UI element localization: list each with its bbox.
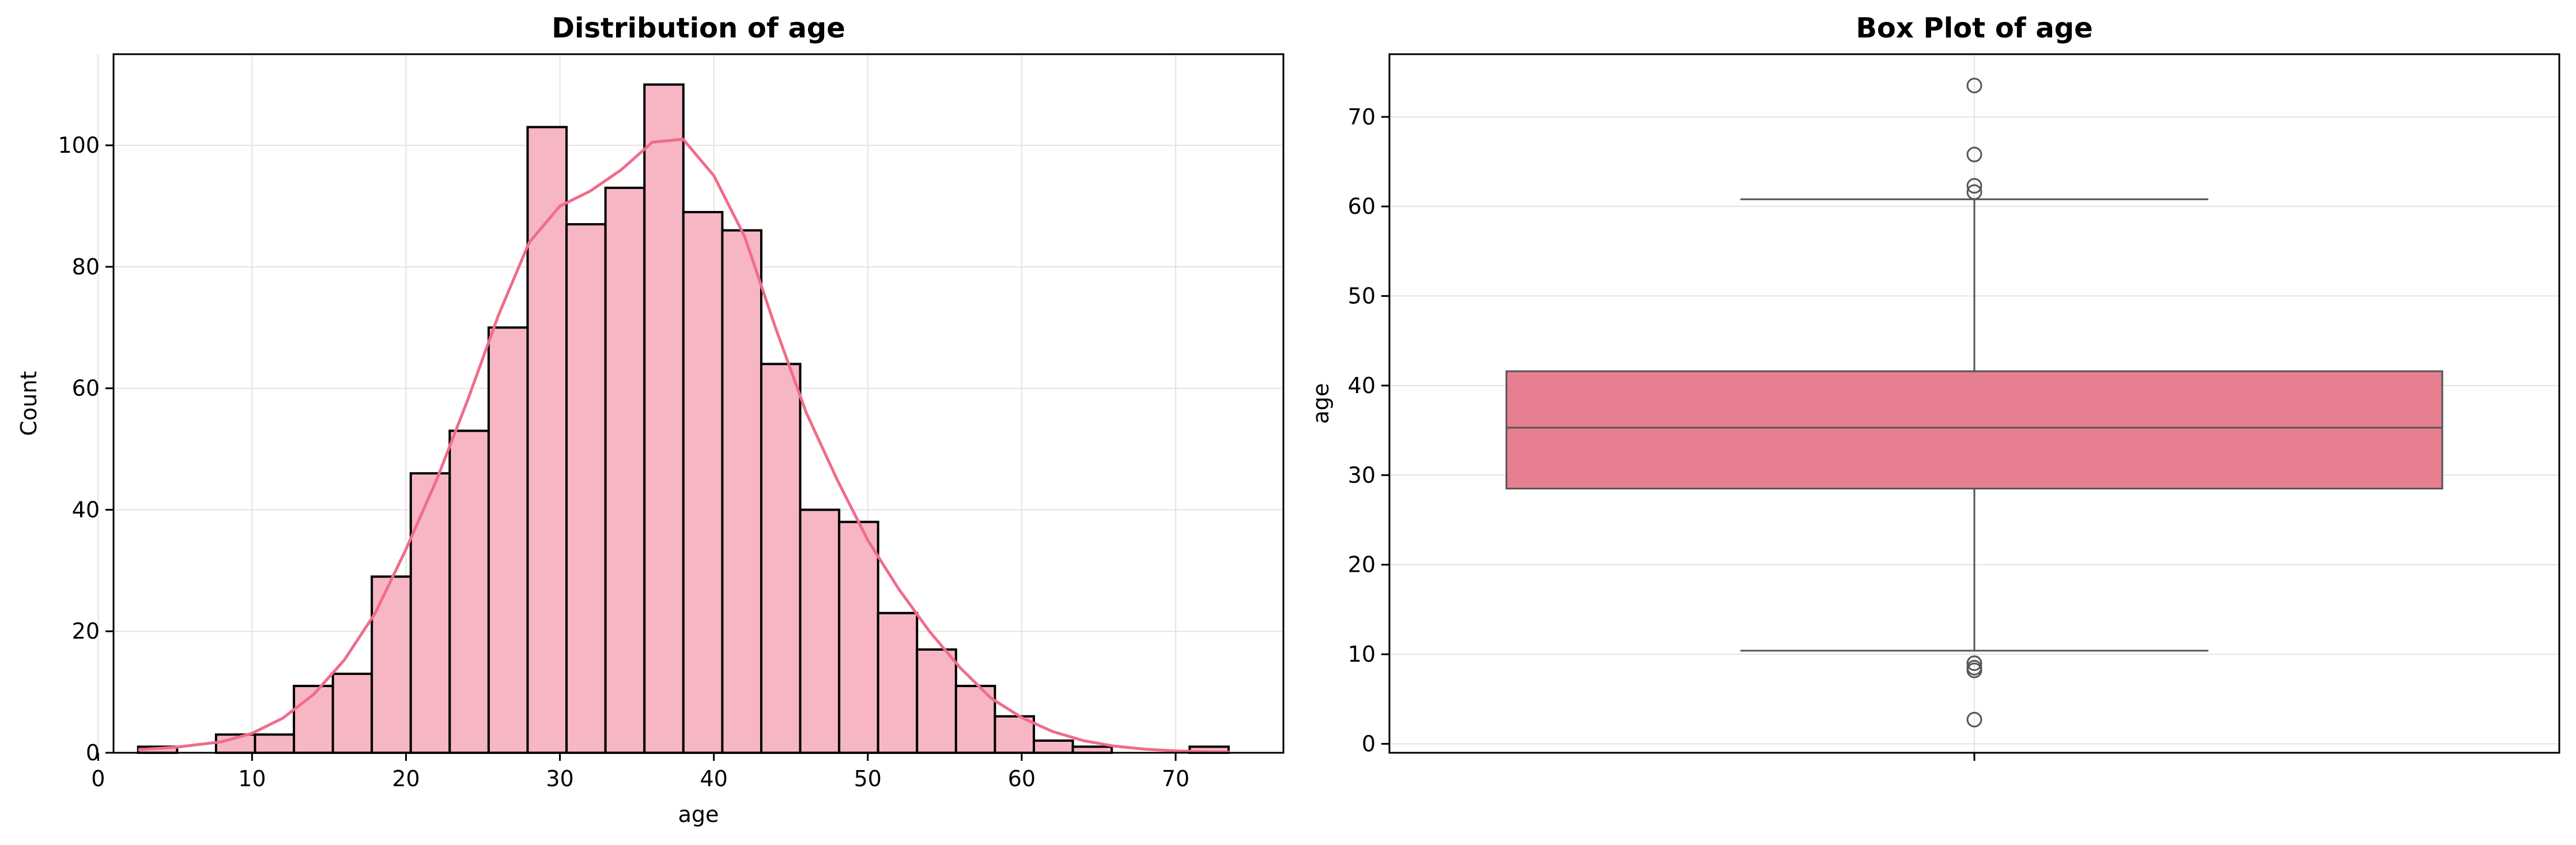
- iqr-box: [1505, 370, 2443, 490]
- histogram-bar: [448, 429, 490, 754]
- y-tick-label: 0: [86, 740, 100, 765]
- histogram-bar: [682, 211, 724, 754]
- histogram-y-axis-label: Count: [16, 371, 41, 436]
- histogram-bar: [838, 520, 879, 755]
- histogram-bar: [916, 648, 957, 755]
- histogram-bar: [409, 472, 451, 754]
- outlier-point: [1966, 146, 1982, 163]
- boxplot-panel: Box Plot of age 0 10 20 30 40 50 60 70 age: [1308, 12, 2560, 761]
- x-tick-label: 30: [546, 766, 573, 791]
- histogram-bar: [721, 229, 762, 755]
- histogram-title: Distribution of age: [552, 12, 845, 44]
- y-tick-label: 20: [72, 618, 100, 644]
- histogram-bar: [371, 575, 412, 755]
- y-tick-label: 60: [72, 376, 100, 401]
- histogram-y-ticks: 0 20 40 60 80 100: [58, 133, 114, 765]
- y-tick-label: 80: [72, 254, 100, 280]
- y-tick-label: 10: [1348, 642, 1376, 667]
- histogram-bars: [137, 83, 1230, 755]
- histogram-bar: [760, 363, 802, 754]
- histogram-bar: [877, 612, 919, 754]
- histogram-bar: [604, 186, 646, 755]
- y-tick-label: 50: [1348, 284, 1376, 309]
- histogram-kde: [138, 138, 1230, 754]
- y-tick-label: 70: [1348, 104, 1376, 130]
- histogram-bar: [643, 83, 685, 754]
- x-tick-label: 20: [392, 766, 420, 791]
- y-tick-label: 40: [1348, 373, 1376, 398]
- boxplot-y-ticks: 0 10 20 30 40 50 60 70: [1348, 104, 1389, 756]
- x-tick-label: 50: [854, 766, 882, 791]
- histogram-frame: [112, 53, 1285, 754]
- histogram-bar: [331, 672, 373, 755]
- x-tick-label: 40: [700, 766, 728, 791]
- boxplot-body: [1505, 77, 2443, 728]
- histogram-bar: [487, 326, 529, 754]
- x-tick-label: 70: [1162, 766, 1189, 791]
- histogram-panel: Distribution of age 0 10 20 30 40 50 60 70 0 20 4…: [16, 12, 1285, 827]
- x-tick-label: 60: [1008, 766, 1036, 791]
- outlier-point: [1966, 178, 1982, 194]
- histogram-bar: [254, 733, 296, 754]
- histogram-bar: [799, 508, 841, 754]
- x-tick-label: 0: [91, 766, 105, 791]
- y-tick-label: 0: [1362, 731, 1376, 756]
- histogram-bar: [1071, 745, 1113, 754]
- histogram-bar: [526, 126, 568, 754]
- outlier-point: [1966, 662, 1982, 678]
- histogram-bar: [565, 223, 607, 754]
- histogram-x-axis-label: age: [678, 802, 719, 827]
- outlier-point: [1966, 184, 1982, 200]
- histogram-bar: [1033, 739, 1074, 755]
- y-tick-label: 100: [58, 133, 100, 158]
- outlier-point: [1966, 712, 1982, 728]
- y-tick-label: 30: [1348, 462, 1376, 488]
- kde-curve: [138, 138, 1230, 754]
- boxplot-title: Box Plot of age: [1856, 12, 2092, 44]
- y-tick-label: 60: [1348, 194, 1376, 219]
- y-tick-label: 20: [1348, 552, 1376, 578]
- boxplot-y-axis-label: age: [1308, 383, 1334, 424]
- outlier-point: [1966, 655, 1982, 672]
- outlier-point: [1966, 77, 1982, 93]
- histogram-x-ticks: 0 10 20 30 40 50 60 70: [91, 753, 1189, 791]
- y-tick-label: 40: [72, 497, 100, 522]
- x-tick-label: 10: [238, 766, 266, 791]
